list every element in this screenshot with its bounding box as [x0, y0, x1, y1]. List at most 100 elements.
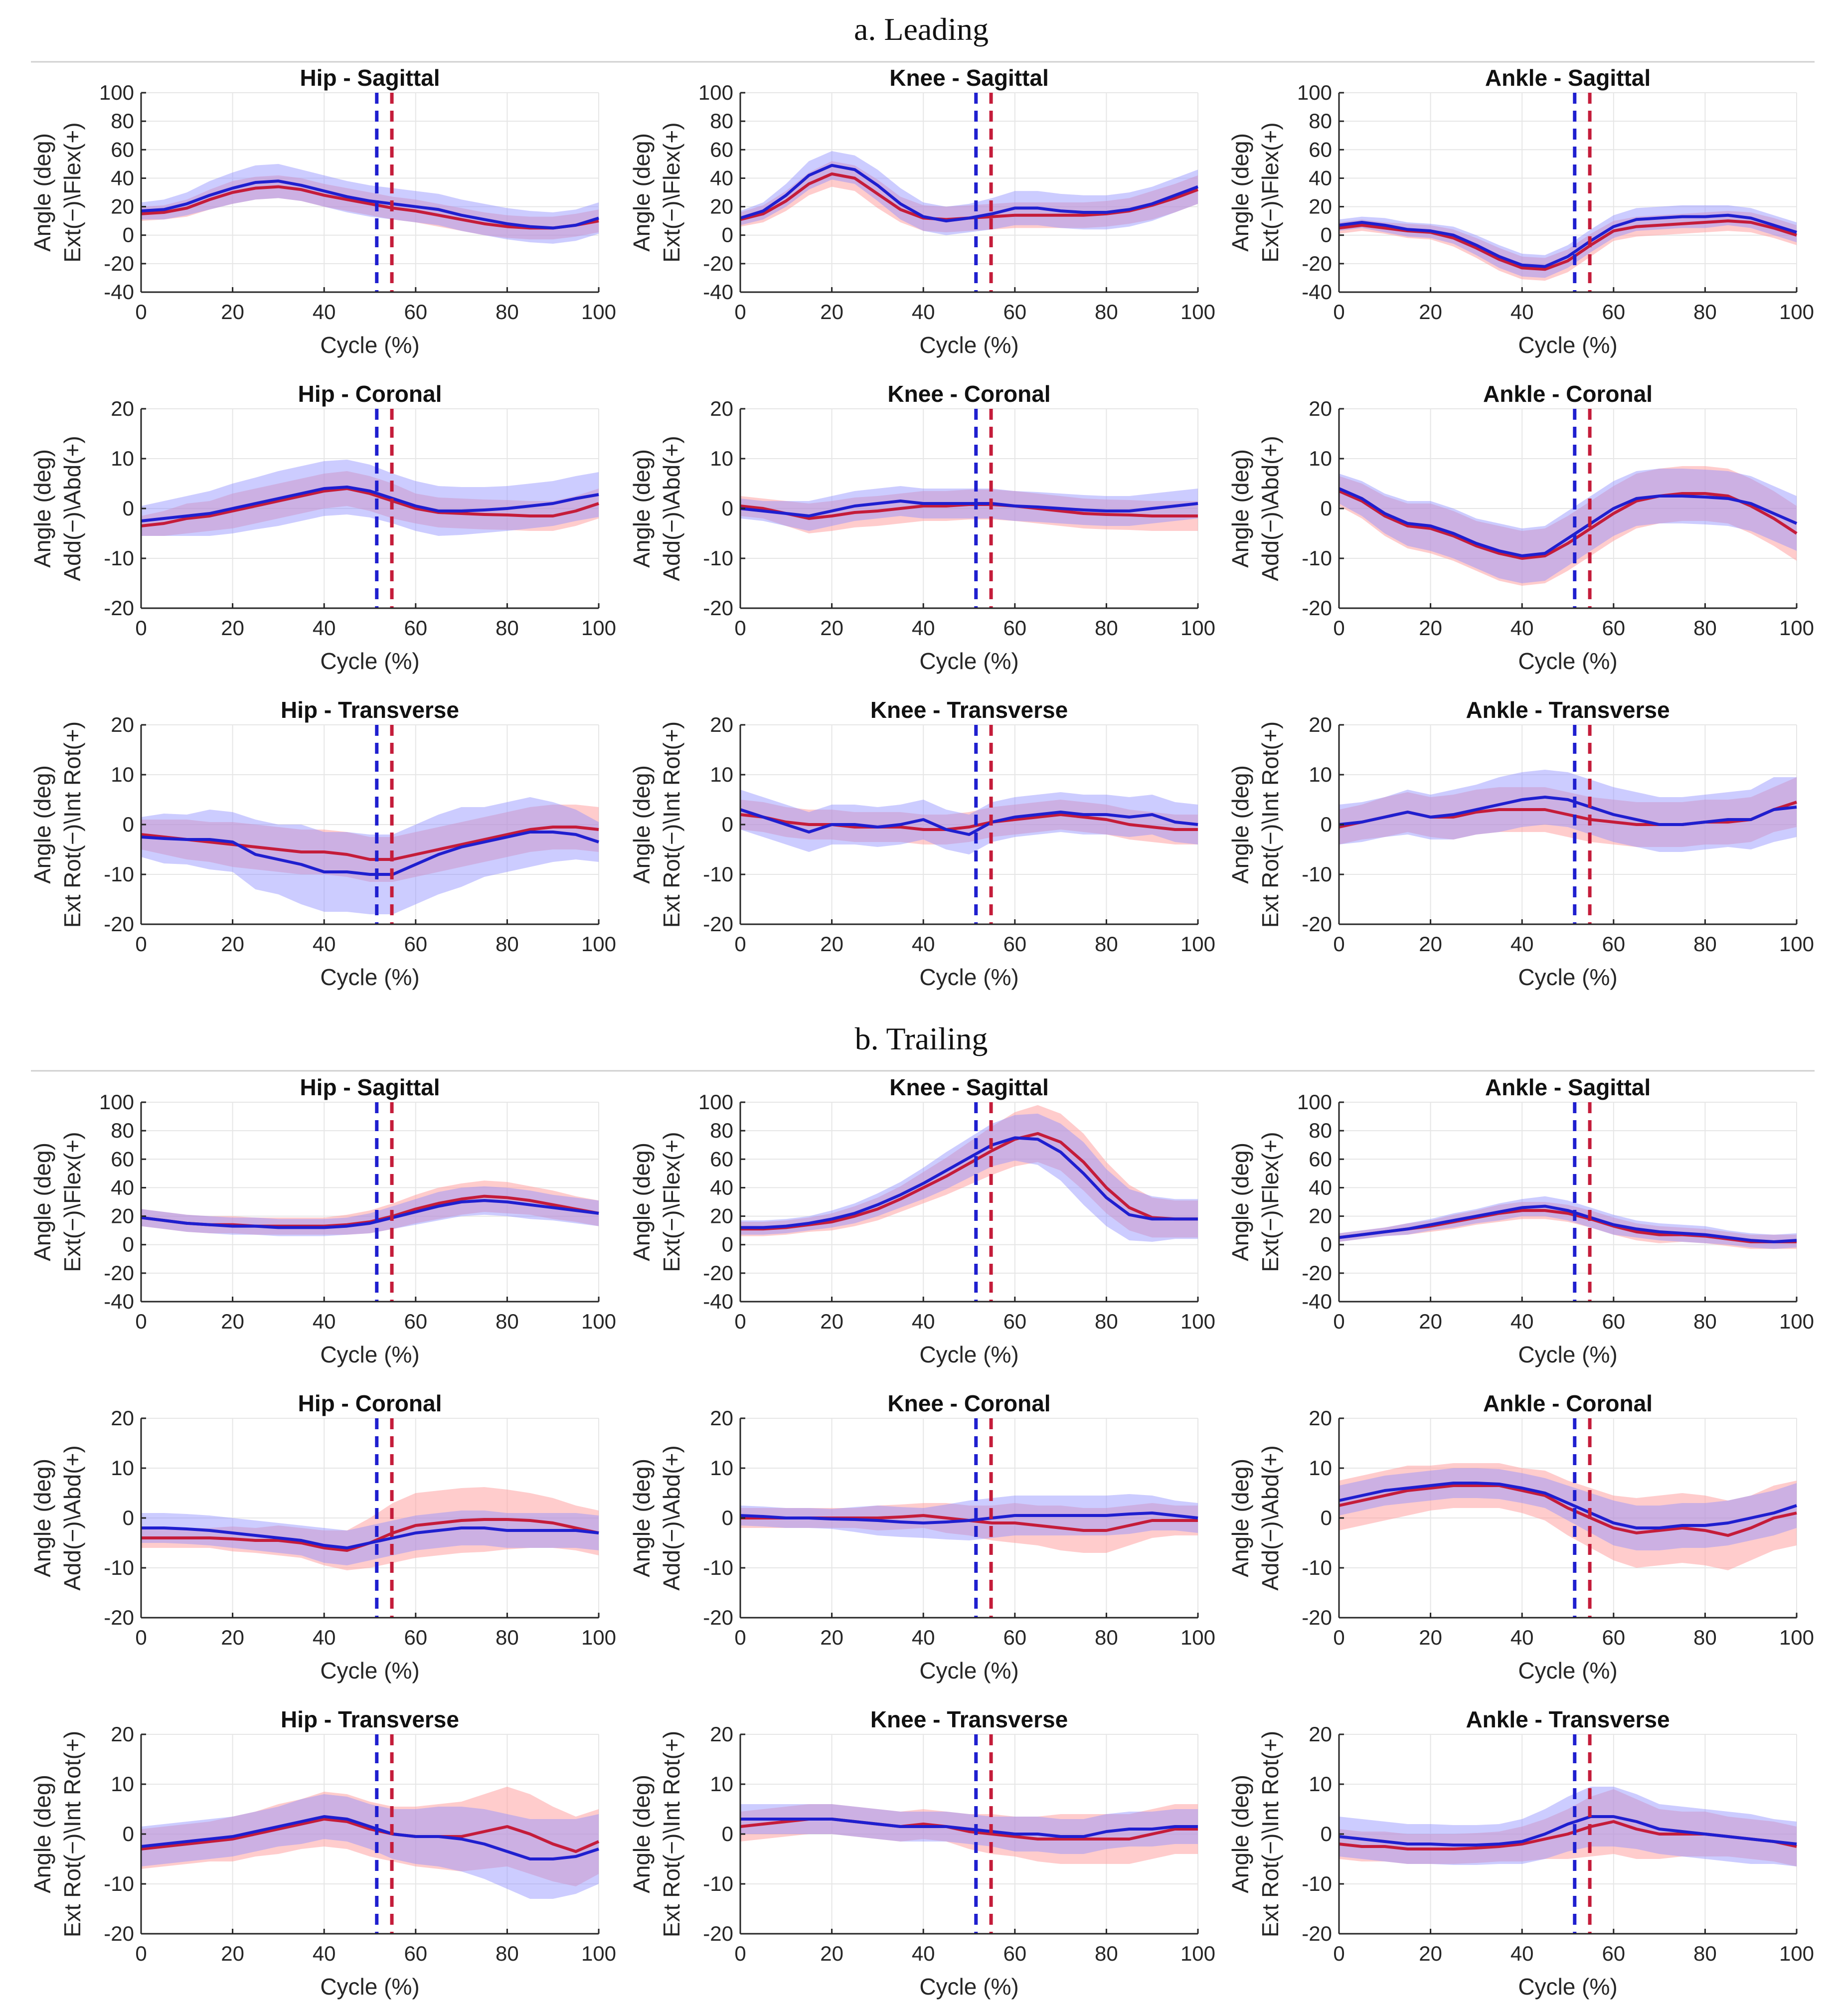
- x-tick-label: 0: [1333, 1942, 1344, 1965]
- y-tick-label: -20: [1302, 1261, 1332, 1285]
- x-axis-label: Cycle (%): [320, 332, 419, 358]
- panel: 0 20 40 60 80 100 -20 -10 0 10 20 Hip - Coronal Cycl…: [29, 1390, 616, 1683]
- y-tick-label: 40: [111, 166, 134, 189]
- y-tick-label: -10: [703, 862, 733, 886]
- y-tick-label: 0: [1321, 223, 1332, 247]
- y-tick-label: 100: [99, 1090, 134, 1114]
- x-tick-label: 100: [1779, 1310, 1814, 1333]
- y-tick-label: 20: [111, 1406, 134, 1430]
- red-mean-line: [141, 826, 599, 861]
- x-tick-label: 80: [496, 300, 519, 324]
- y-tick-label: 20: [710, 1204, 733, 1228]
- y-tick-label: 10: [111, 1772, 134, 1796]
- x-tick-label: 100: [1180, 616, 1215, 640]
- x-tick-label: 20: [820, 1626, 843, 1649]
- y-axis-label: Angle (deg): [629, 765, 655, 884]
- y-tick-label: 80: [111, 1119, 134, 1142]
- y-tick-label: 20: [1309, 1406, 1332, 1430]
- x-tick-label: 60: [1602, 1310, 1625, 1333]
- panel-title: Hip - Sagittal: [300, 65, 440, 91]
- y-tick-label: 10: [1309, 1456, 1332, 1480]
- x-tick-label: 60: [1602, 616, 1625, 640]
- x-tick-label: 40: [313, 1310, 336, 1333]
- y-axis-sublabel: Add(−)\Abd(+): [59, 436, 85, 581]
- blue-mean-line: [1339, 213, 1797, 268]
- y-tick-label: -20: [703, 1261, 733, 1285]
- panel: 0 20 40 60 80 100 -20 -10 0 10 20 Knee - Coronal Cyc…: [629, 381, 1215, 674]
- blue-mean-line: [1338, 487, 1798, 557]
- y-axis-label: Angle (deg): [629, 1459, 655, 1577]
- blue-sd-band: [141, 1794, 599, 1899]
- y-tick-label: 0: [1321, 813, 1332, 836]
- panel-title: Hip - Coronal: [298, 381, 442, 407]
- y-axis-sublabel: Ext Rot(−)\Int Rot(+): [59, 1731, 85, 1937]
- x-tick-label: 20: [820, 932, 843, 956]
- panel-title: Knee - Transverse: [870, 1706, 1068, 1732]
- x-tick-label: 40: [1510, 300, 1534, 324]
- x-tick-label: 40: [1510, 616, 1534, 640]
- blue-sd-band: [141, 1186, 599, 1236]
- y-tick-label: 0: [1321, 1233, 1332, 1256]
- x-tick-label: 40: [912, 1310, 935, 1333]
- y-tick-label: 10: [710, 763, 733, 786]
- y-tick-label: -10: [104, 1556, 134, 1579]
- panel: 0 20 40 60 80 100 -40 -20 0 20 40 60 80 100 Ankle - Sa…: [1227, 65, 1814, 358]
- blue-mean-line: [141, 1815, 599, 1860]
- y-tick-label: 20: [710, 195, 733, 218]
- blue-sd-band: [141, 1511, 599, 1565]
- y-tick-label: 80: [710, 109, 733, 133]
- x-tick-label: 20: [221, 932, 244, 956]
- x-tick-label: 100: [1779, 616, 1814, 640]
- y-tick-label: -20: [104, 1606, 134, 1629]
- y-tick-label: -20: [104, 596, 134, 620]
- y-tick-label: 20: [1309, 195, 1332, 218]
- y-tick-label: 40: [710, 1176, 733, 1199]
- y-tick-label: -40: [703, 1290, 733, 1313]
- y-tick-label: 0: [1321, 1506, 1332, 1529]
- y-tick-label: -40: [104, 1290, 134, 1313]
- x-tick-label: 40: [313, 932, 336, 956]
- panel: 0 20 40 60 80 100 -40 -20 0 20 40 60 80 100 Hip - Sagi…: [29, 1074, 616, 1367]
- y-tick-label: -10: [104, 546, 134, 570]
- y-tick-label: 40: [1309, 1176, 1332, 1199]
- x-axis-label: Cycle (%): [919, 1342, 1018, 1367]
- x-tick-label: 100: [1180, 1942, 1215, 1965]
- x-axis-label: Cycle (%): [919, 964, 1018, 990]
- red-sd-band: [141, 1180, 599, 1235]
- y-axis-label: Angle (deg): [29, 449, 55, 568]
- x-tick-label: 80: [496, 616, 519, 640]
- panel: 0 20 40 60 80 100 -20 -10 0 10 20 Ankle - Transvers…: [1227, 697, 1814, 990]
- red-mean-line: [141, 487, 599, 527]
- y-tick-label: 0: [722, 1506, 733, 1529]
- y-tick-label: -20: [703, 912, 733, 936]
- y-axis-sublabel: Add(−)\Abd(+): [1257, 436, 1283, 581]
- x-axis-label: Cycle (%): [1518, 964, 1617, 990]
- x-tick-label: 60: [1003, 932, 1026, 956]
- x-tick-label: 80: [1693, 932, 1717, 956]
- x-tick-label: 60: [404, 932, 427, 956]
- y-tick-label: 20: [111, 397, 134, 420]
- x-tick-label: 80: [1095, 1942, 1118, 1965]
- x-tick-label: 80: [1095, 616, 1118, 640]
- y-tick-label: 40: [111, 1176, 134, 1199]
- x-tick-label: 0: [135, 616, 147, 640]
- red-sd-band: [1339, 1202, 1797, 1249]
- y-tick-label: 10: [710, 447, 733, 470]
- y-tick-label: 60: [710, 138, 733, 161]
- y-tick-label: 0: [722, 813, 733, 836]
- y-tick-label: -10: [1302, 546, 1332, 570]
- x-tick-label: 60: [1602, 1626, 1625, 1649]
- y-tick-label: 0: [722, 223, 733, 247]
- y-tick-label: 80: [1309, 109, 1332, 133]
- y-axis-sublabel: Ext Rot(−)\Int Rot(+): [1257, 1731, 1283, 1937]
- blue-mean-line: [740, 1818, 1198, 1838]
- blue-mean-line: [141, 831, 599, 876]
- x-tick-label: 20: [221, 300, 244, 324]
- x-tick-label: 40: [1510, 1942, 1534, 1965]
- y-tick-label: 0: [722, 1233, 733, 1256]
- y-tick-label: 80: [111, 109, 134, 133]
- x-tick-label: 100: [581, 932, 616, 956]
- y-axis-sublabel: Add(−)\Abd(+): [59, 1445, 85, 1590]
- x-tick-label: 20: [1419, 616, 1442, 640]
